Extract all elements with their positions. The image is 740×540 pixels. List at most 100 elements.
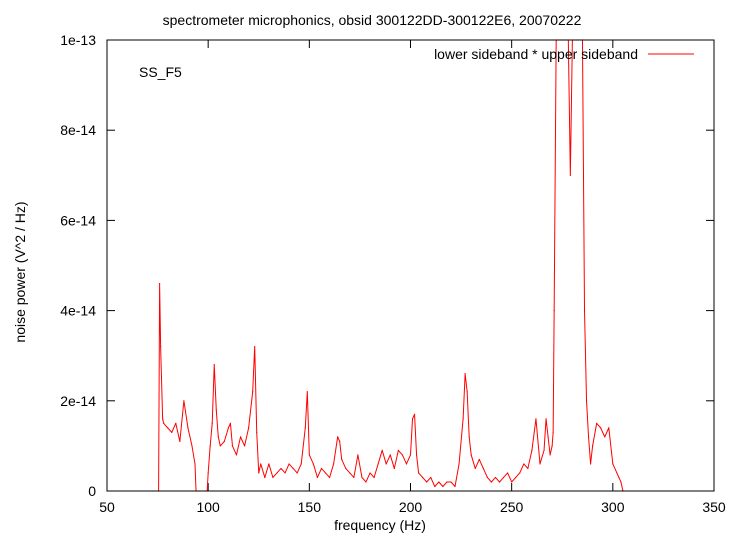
data-point bbox=[320, 467, 323, 470]
data-point bbox=[415, 454, 418, 456]
data-point bbox=[381, 449, 383, 452]
data-point bbox=[288, 463, 290, 465]
x-tick-label: 50 bbox=[99, 499, 115, 515]
data-point bbox=[498, 481, 501, 483]
data-point bbox=[385, 463, 387, 465]
data-point bbox=[409, 454, 412, 456]
data-point bbox=[547, 436, 549, 438]
data-point bbox=[616, 472, 618, 474]
data-point bbox=[434, 485, 436, 488]
data-point bbox=[393, 467, 395, 470]
chart-title: spectrometer microphonics, obsid 300122D… bbox=[163, 12, 582, 28]
data-point bbox=[272, 476, 274, 479]
data-point bbox=[507, 472, 509, 474]
data-point bbox=[411, 418, 414, 420]
data-point bbox=[239, 436, 242, 438]
data-point bbox=[494, 476, 497, 479]
data-point bbox=[361, 476, 363, 479]
data-point bbox=[219, 445, 221, 447]
data-point bbox=[349, 472, 351, 474]
plot-frame bbox=[106, 39, 715, 492]
data-point bbox=[585, 400, 588, 402]
data-point bbox=[612, 463, 614, 465]
data-point bbox=[618, 476, 620, 479]
data-point bbox=[316, 476, 319, 479]
data-point bbox=[328, 476, 331, 479]
data-point bbox=[466, 391, 468, 393]
data-point bbox=[462, 418, 464, 420]
data-point bbox=[333, 463, 335, 465]
data-point bbox=[163, 422, 165, 424]
data-point bbox=[258, 472, 260, 474]
data-point bbox=[160, 346, 162, 348]
data-point bbox=[217, 436, 219, 438]
data-point bbox=[397, 449, 399, 452]
data-point bbox=[292, 467, 294, 470]
data-point bbox=[306, 391, 308, 393]
data-point bbox=[300, 463, 302, 465]
data-point bbox=[231, 445, 234, 447]
data-point bbox=[235, 454, 238, 456]
data-point bbox=[209, 445, 211, 447]
data-point bbox=[353, 476, 355, 479]
data-point bbox=[535, 418, 537, 420]
data-point bbox=[608, 427, 610, 429]
data-point bbox=[502, 476, 505, 479]
x-tick-label: 350 bbox=[702, 499, 726, 515]
data-point bbox=[454, 485, 456, 488]
data-point bbox=[345, 467, 347, 470]
data-point bbox=[252, 391, 254, 393]
data-point bbox=[377, 463, 379, 465]
data-point bbox=[227, 427, 229, 429]
data-point bbox=[490, 481, 493, 483]
data-point bbox=[159, 282, 161, 285]
data-point bbox=[401, 454, 404, 456]
data-point bbox=[304, 427, 306, 429]
data-point bbox=[256, 431, 258, 433]
data-point bbox=[268, 463, 270, 465]
data-point bbox=[194, 463, 196, 465]
data-point bbox=[312, 463, 314, 465]
data-point bbox=[296, 472, 298, 474]
data-point bbox=[389, 454, 391, 456]
data-point bbox=[458, 463, 460, 465]
data-point bbox=[243, 445, 246, 447]
data-point bbox=[171, 431, 173, 433]
data-point bbox=[167, 427, 169, 429]
data-point bbox=[464, 373, 466, 375]
data-point bbox=[592, 445, 594, 447]
x-tick-label: 150 bbox=[298, 499, 322, 515]
data-point bbox=[365, 481, 367, 483]
data-point bbox=[468, 436, 470, 438]
data-point bbox=[470, 454, 472, 456]
data-point bbox=[545, 418, 547, 420]
x-tick-label: 200 bbox=[399, 499, 423, 515]
data-point bbox=[600, 427, 602, 429]
data-point bbox=[284, 472, 286, 474]
data-point bbox=[373, 476, 375, 479]
data-point bbox=[446, 481, 448, 483]
data-point bbox=[422, 476, 424, 479]
y-tick-label: 2e-14 bbox=[60, 393, 96, 409]
data-point bbox=[211, 422, 213, 424]
data-point bbox=[482, 467, 484, 470]
data-point bbox=[589, 463, 592, 465]
data-point bbox=[515, 476, 517, 479]
y-tick-label: 1e-13 bbox=[60, 32, 96, 48]
y-axis-label: noise power (V^2 / Hz) bbox=[12, 201, 28, 342]
x-tick-label: 250 bbox=[500, 499, 524, 515]
data-point bbox=[341, 458, 343, 461]
data-point bbox=[478, 458, 480, 461]
data-point bbox=[417, 472, 420, 474]
data-point bbox=[474, 467, 476, 470]
data-point bbox=[553, 310, 555, 312]
data-point bbox=[551, 445, 553, 447]
data-point bbox=[369, 472, 371, 474]
data-point bbox=[260, 463, 262, 465]
data-point bbox=[308, 454, 310, 456]
data-point bbox=[450, 481, 452, 483]
data-point bbox=[357, 454, 359, 456]
data-point bbox=[215, 409, 217, 411]
data-point bbox=[413, 413, 416, 415]
